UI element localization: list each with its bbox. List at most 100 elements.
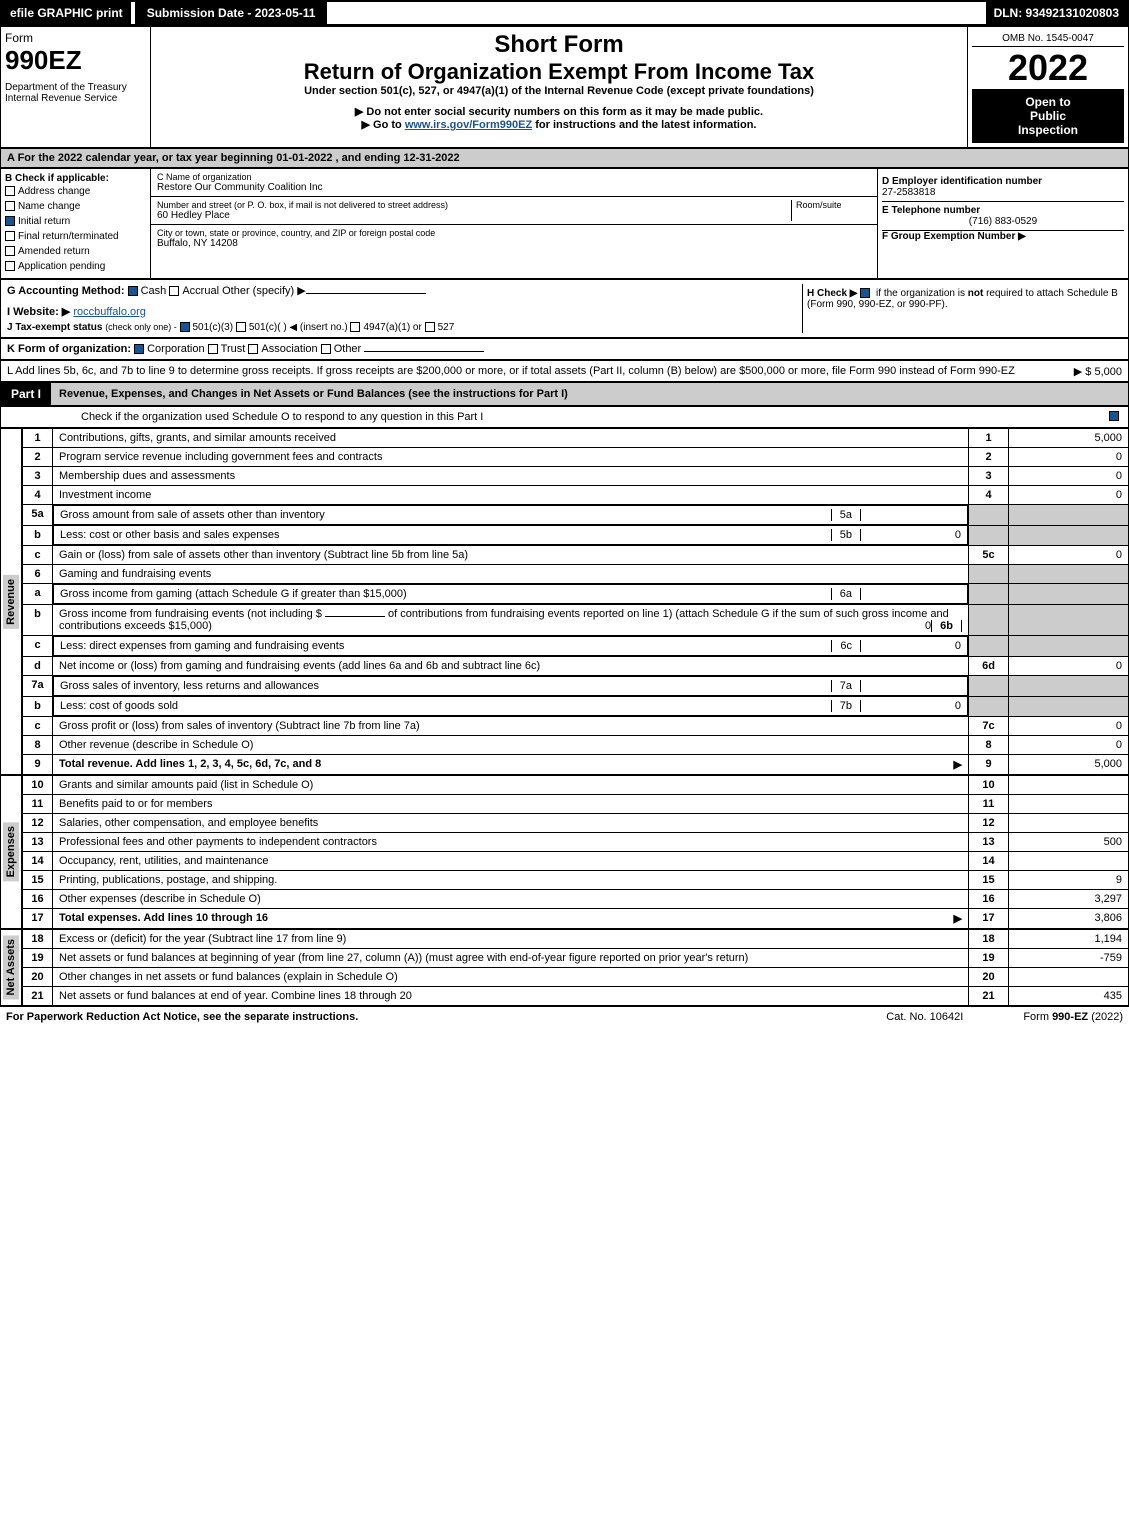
top-bar: efile GRAPHIC print Submission Date - 20… bbox=[0, 0, 1129, 26]
other-specify-input[interactable] bbox=[306, 293, 426, 294]
street-address: 60 Hedley Place bbox=[157, 210, 791, 221]
checkbox-association[interactable] bbox=[248, 344, 258, 354]
footer-form-post: (2022) bbox=[1088, 1011, 1123, 1023]
line-11-num: 11 bbox=[23, 795, 53, 814]
line-6b: bGross income from fundraising events (n… bbox=[23, 605, 1129, 636]
line-6-val-shade bbox=[1009, 565, 1129, 584]
part-1-check-text: Check if the organization used Schedule … bbox=[81, 411, 483, 423]
line-6a-subval bbox=[861, 588, 961, 600]
city-state-zip: Buffalo, NY 14208 bbox=[157, 238, 871, 249]
checkbox-final-return[interactable] bbox=[5, 231, 15, 241]
line-4-num: 4 bbox=[23, 486, 53, 505]
org-name: Restore Our Community Coalition Inc bbox=[157, 182, 871, 193]
h-label: H Check ▶ bbox=[807, 288, 857, 299]
checkbox-527[interactable] bbox=[425, 322, 435, 332]
checkbox-trust[interactable] bbox=[208, 344, 218, 354]
checkbox-501c3[interactable] bbox=[180, 322, 190, 332]
label-corporation: Corporation bbox=[147, 343, 204, 355]
line-6a-num: a bbox=[23, 584, 53, 605]
line-5c: cGain or (loss) from sale of assets othe… bbox=[23, 546, 1129, 565]
line-7b-val-shade bbox=[1009, 696, 1129, 717]
line-7b-subref: 7b bbox=[831, 700, 861, 712]
page-footer: For Paperwork Reduction Act Notice, see … bbox=[0, 1006, 1129, 1027]
title-main: Return of Organization Exempt From Incom… bbox=[155, 59, 963, 85]
checkbox-name-change[interactable] bbox=[5, 201, 15, 211]
line-7c-text: Gross profit or (loss) from sales of inv… bbox=[53, 717, 969, 736]
line-16-num: 16 bbox=[23, 890, 53, 909]
line-1: 1Contributions, gifts, grants, and simil… bbox=[23, 429, 1129, 448]
line-3-num: 3 bbox=[23, 467, 53, 486]
line-15-ref: 15 bbox=[969, 871, 1009, 890]
checkbox-initial-return[interactable] bbox=[5, 216, 15, 226]
h-not: not bbox=[968, 288, 984, 299]
efile-print-label[interactable]: efile GRAPHIC print bbox=[2, 2, 131, 24]
line-17: 17Total expenses. Add lines 10 through 1… bbox=[23, 909, 1129, 929]
ein-label: D Employer identification number bbox=[882, 176, 1042, 187]
footer-form-bold: 990-EZ bbox=[1052, 1011, 1088, 1023]
label-trust: Trust bbox=[221, 343, 246, 355]
revenue-label-text: Revenue bbox=[3, 575, 19, 629]
info-grid: B Check if applicable: Address change Na… bbox=[0, 168, 1129, 279]
website-link[interactable]: roccbuffalo.org bbox=[73, 306, 146, 318]
line-19-num: 19 bbox=[23, 949, 53, 968]
line-4-text: Investment income bbox=[53, 486, 969, 505]
col-b-label: B Check if applicable: bbox=[5, 173, 109, 184]
line-6a-text: Gross income from gaming (attach Schedul… bbox=[60, 588, 831, 600]
checkbox-corporation[interactable] bbox=[134, 344, 144, 354]
expenses-table: 10Grants and similar amounts paid (list … bbox=[22, 775, 1129, 929]
line-6b-subref: 6b bbox=[931, 620, 962, 632]
checkbox-application-pending[interactable] bbox=[5, 261, 15, 271]
form-number: 990EZ bbox=[5, 45, 146, 76]
line-18-val: 1,194 bbox=[1009, 930, 1129, 949]
line-5c-text: Gain or (loss) from sale of assets other… bbox=[53, 546, 969, 565]
line-20-num: 20 bbox=[23, 968, 53, 987]
line-4: 4Investment income40 bbox=[23, 486, 1129, 505]
line-4-ref: 4 bbox=[969, 486, 1009, 505]
line-14-val bbox=[1009, 852, 1129, 871]
row-g-h: G Accounting Method: Cash Accrual Other … bbox=[0, 279, 1129, 338]
line-13-ref: 13 bbox=[969, 833, 1009, 852]
line-5b-ref-shade bbox=[969, 525, 1009, 546]
line-1-val: 5,000 bbox=[1009, 429, 1129, 448]
line-6b-blank[interactable] bbox=[325, 616, 385, 617]
label-final-return: Final return/terminated bbox=[18, 231, 119, 242]
header-right: OMB No. 1545-0047 2022 Open to Public In… bbox=[968, 27, 1128, 147]
line-6b-subval: 0 bbox=[831, 620, 931, 632]
irs-link[interactable]: www.irs.gov/Form990EZ bbox=[405, 119, 532, 131]
line-10-ref: 10 bbox=[969, 776, 1009, 795]
checkbox-4947a1[interactable] bbox=[350, 322, 360, 332]
line-20-val bbox=[1009, 968, 1129, 987]
other-org-input[interactable] bbox=[364, 351, 484, 352]
expenses-block: Expenses 10Grants and similar amounts pa… bbox=[0, 775, 1129, 929]
line-21-text: Net assets or fund balances at end of ye… bbox=[53, 987, 969, 1006]
line-6d-ref: 6d bbox=[969, 657, 1009, 676]
checkbox-accrual[interactable] bbox=[169, 286, 179, 296]
line-2: 2Program service revenue including gover… bbox=[23, 448, 1129, 467]
form-header: Form 990EZ Department of the Treasury In… bbox=[0, 26, 1129, 148]
checkbox-schedule-o[interactable] bbox=[1109, 411, 1119, 421]
line-21: 21Net assets or fund balances at end of … bbox=[23, 987, 1129, 1006]
line-9-text: Total revenue. Add lines 1, 2, 3, 4, 5c,… bbox=[59, 758, 321, 770]
checkbox-501c[interactable] bbox=[236, 322, 246, 332]
line-6b-num: b bbox=[23, 605, 53, 636]
line-5c-ref: 5c bbox=[969, 546, 1009, 565]
checkbox-cash[interactable] bbox=[128, 286, 138, 296]
line-7c-num: c bbox=[23, 717, 53, 736]
submission-date: Submission Date - 2023-05-11 bbox=[135, 2, 328, 24]
line-12-ref: 12 bbox=[969, 814, 1009, 833]
line-7a-val-shade bbox=[1009, 676, 1129, 697]
checkbox-amended-return[interactable] bbox=[5, 246, 15, 256]
col-c-org-info: C Name of organization Restore Our Commu… bbox=[151, 169, 878, 278]
open-line2: Public bbox=[978, 109, 1118, 123]
line-10-text: Grants and similar amounts paid (list in… bbox=[53, 776, 969, 795]
line-16-text: Other expenses (describe in Schedule O) bbox=[53, 890, 969, 909]
line-6-num: 6 bbox=[23, 565, 53, 584]
footer-cat-no: Cat. No. 10642I bbox=[886, 1011, 963, 1023]
line-5b: bLess: cost or other basis and sales exp… bbox=[23, 525, 1129, 546]
checkbox-other-org[interactable] bbox=[321, 344, 331, 354]
expenses-vertical-label: Expenses bbox=[0, 775, 22, 929]
header-left: Form 990EZ Department of the Treasury In… bbox=[1, 27, 151, 147]
line-6c-val-shade bbox=[1009, 636, 1129, 657]
checkbox-schedule-b[interactable] bbox=[860, 288, 870, 298]
checkbox-address-change[interactable] bbox=[5, 186, 15, 196]
